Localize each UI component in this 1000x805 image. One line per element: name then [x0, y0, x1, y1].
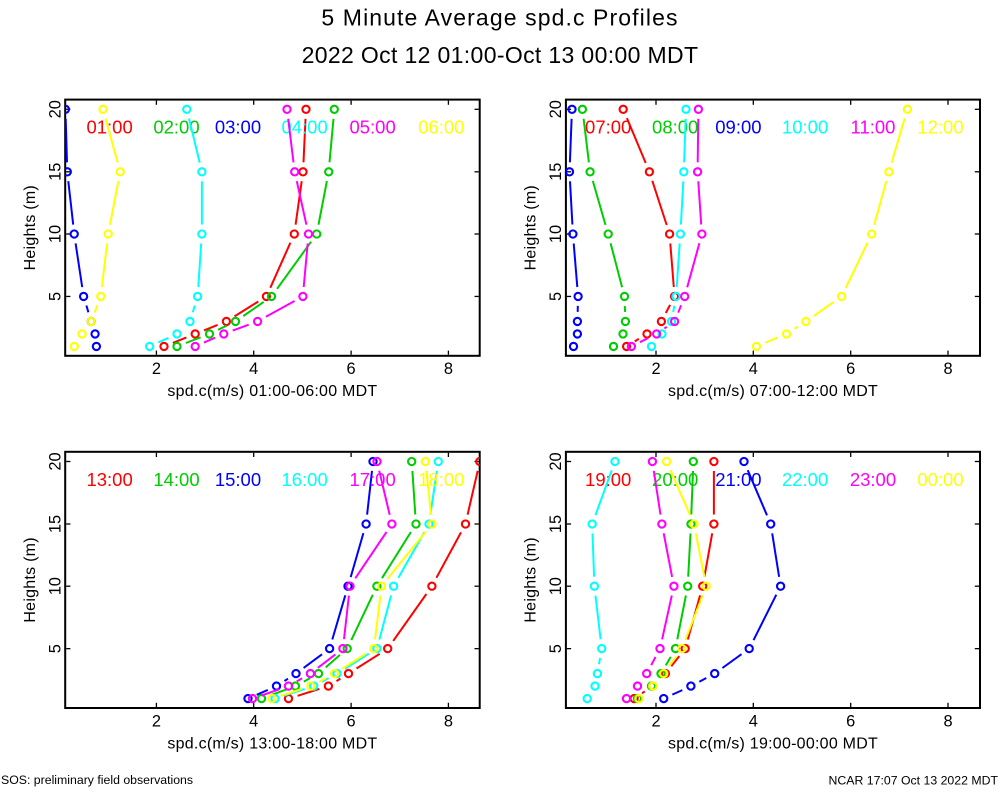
svg-text:6: 6	[846, 360, 855, 378]
svg-text:spd.c(m/s) 13:00-18:00 MDT: spd.c(m/s) 13:00-18:00 MDT	[167, 735, 377, 752]
svg-text:NCAR 17:07 Oct 13 2022 MDT: NCAR 17:07 Oct 13 2022 MDT	[829, 774, 999, 788]
svg-text:07:00: 07:00	[585, 117, 631, 138]
svg-text:03:00: 03:00	[215, 117, 261, 138]
svg-text:21:00: 21:00	[715, 469, 761, 490]
svg-text:8: 8	[444, 360, 453, 378]
svg-text:08:00: 08:00	[652, 117, 698, 138]
svg-text:17:00: 17:00	[349, 469, 395, 490]
svg-text:23:00: 23:00	[850, 469, 896, 490]
svg-text:8: 8	[444, 712, 453, 730]
svg-text:2: 2	[651, 712, 660, 730]
svg-text:20: 20	[46, 100, 64, 118]
svg-text:15: 15	[547, 515, 565, 533]
svg-text:15:00: 15:00	[215, 469, 261, 490]
svg-text:06:00: 06:00	[418, 117, 464, 138]
svg-text:2022 Oct 12 01:00-Oct 13 00:00: 2022 Oct 12 01:00-Oct 13 00:00 MDT	[302, 42, 699, 68]
svg-text:Heights (m): Heights (m)	[523, 537, 540, 622]
svg-text:12:00: 12:00	[917, 117, 963, 138]
svg-text:5: 5	[46, 644, 64, 653]
svg-text:18:00: 18:00	[418, 469, 464, 490]
svg-text:4: 4	[249, 712, 258, 730]
svg-text:09:00: 09:00	[715, 117, 761, 138]
svg-text:2: 2	[152, 360, 161, 378]
svg-text:8: 8	[943, 360, 952, 378]
svg-text:spd.c(m/s) 01:00-06:00 MDT: spd.c(m/s) 01:00-06:00 MDT	[167, 383, 377, 400]
svg-text:4: 4	[249, 360, 258, 378]
svg-text:Heights (m): Heights (m)	[22, 537, 39, 622]
svg-text:05:00: 05:00	[349, 117, 395, 138]
svg-text:5: 5	[46, 292, 64, 301]
svg-text:6: 6	[846, 712, 855, 730]
svg-text:2: 2	[152, 712, 161, 730]
svg-text:4: 4	[749, 712, 758, 730]
svg-text:2: 2	[651, 360, 660, 378]
svg-text:4: 4	[749, 360, 758, 378]
svg-text:11:00: 11:00	[851, 117, 896, 138]
svg-text:00:00: 00:00	[917, 469, 963, 490]
svg-text:Heights (m): Heights (m)	[523, 185, 540, 270]
svg-text:15: 15	[46, 515, 64, 533]
svg-text:20: 20	[547, 100, 565, 118]
svg-text:6: 6	[347, 712, 356, 730]
svg-text:5: 5	[547, 292, 565, 301]
svg-text:15: 15	[547, 163, 565, 181]
svg-text:10: 10	[547, 225, 565, 243]
svg-text:5 Minute Average spd.c Profile: 5 Minute Average spd.c Profiles	[321, 5, 678, 31]
svg-text:20: 20	[46, 452, 64, 470]
svg-text:10: 10	[46, 577, 64, 595]
svg-text:10: 10	[547, 577, 565, 595]
svg-text:spd.c(m/s) 07:00-12:00 MDT: spd.c(m/s) 07:00-12:00 MDT	[668, 383, 878, 400]
svg-text:20: 20	[547, 452, 565, 470]
svg-text:13:00: 13:00	[86, 469, 132, 490]
svg-text:15: 15	[46, 163, 64, 181]
svg-text:10: 10	[46, 225, 64, 243]
svg-text:16:00: 16:00	[281, 469, 327, 490]
svg-text:Heights (m): Heights (m)	[22, 185, 39, 270]
svg-text:10:00: 10:00	[782, 117, 828, 138]
svg-text:5: 5	[547, 644, 565, 653]
svg-text:6: 6	[347, 360, 356, 378]
svg-text:14:00: 14:00	[153, 469, 199, 490]
svg-text:spd.c(m/s) 19:00-00:00 MDT: spd.c(m/s) 19:00-00:00 MDT	[668, 735, 878, 752]
svg-text:8: 8	[943, 712, 952, 730]
svg-text:SOS: preliminary field observa: SOS: preliminary field observations	[1, 773, 193, 787]
svg-text:22:00: 22:00	[782, 469, 828, 490]
